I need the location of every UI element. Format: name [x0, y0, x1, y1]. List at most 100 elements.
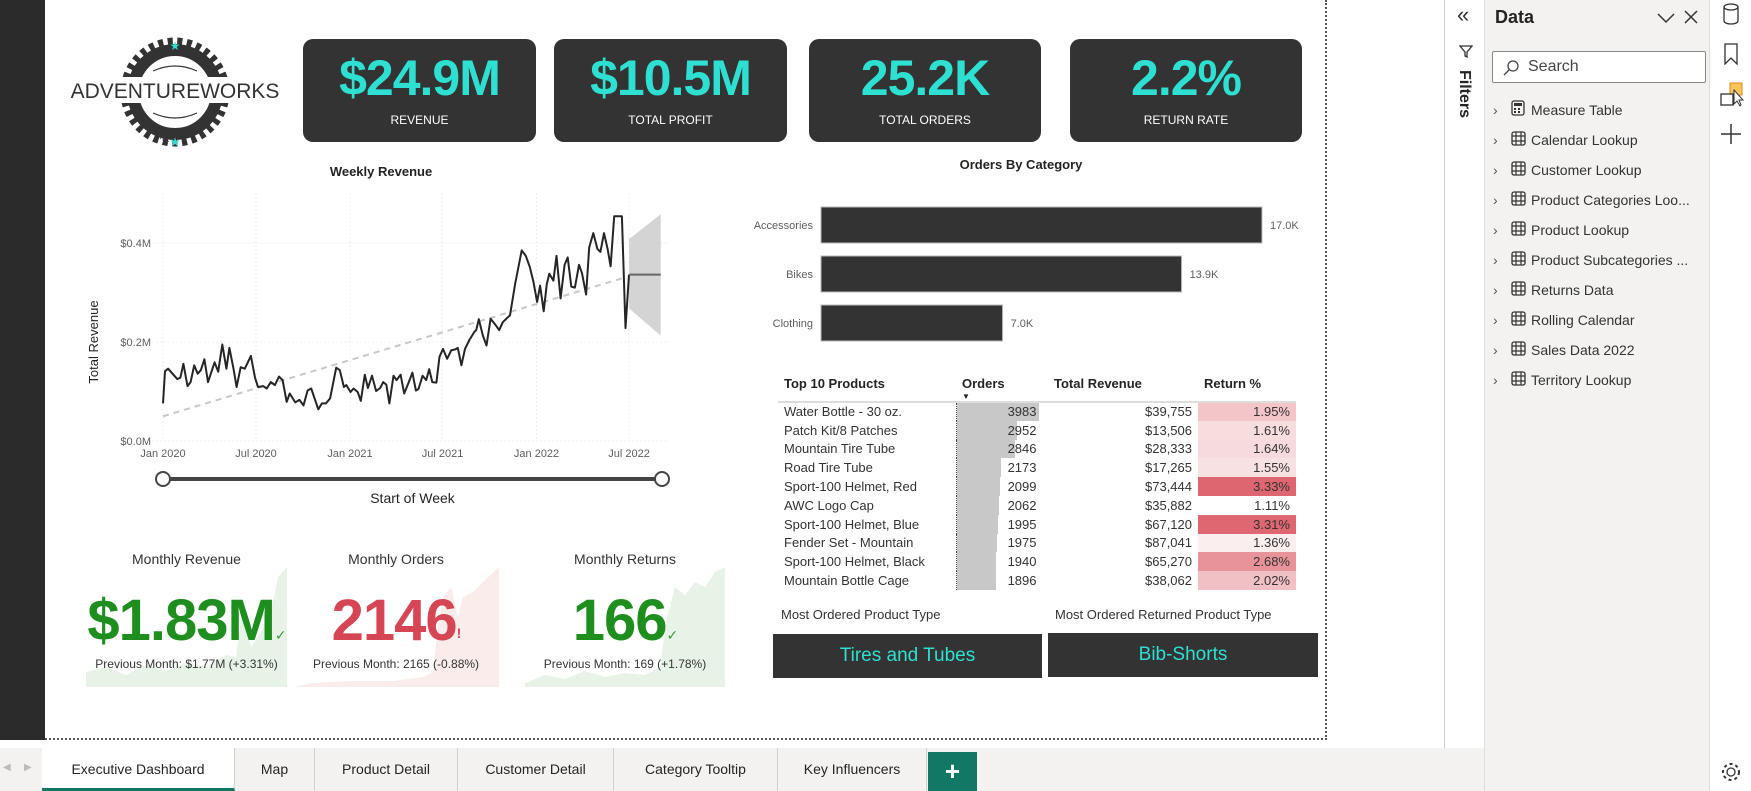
- slider-start-handle[interactable]: [155, 471, 171, 487]
- tab-key-influencers[interactable]: Key Influencers: [778, 748, 927, 791]
- bar-value-label: 17.0K: [1270, 220, 1299, 232]
- column-header-orders[interactable]: Orders ▼: [956, 372, 1048, 403]
- weekly-revenue-chart[interactable]: $0.0M $0.2M $0.4M Jan 2020 Jul 2020 Jan 2021 J…: [60, 180, 700, 520]
- table-row[interactable]: AWC Logo Cap 2062 $35,882 1.11%: [778, 495, 1296, 515]
- card-value: 2146!: [293, 591, 499, 651]
- tab-map[interactable]: Map: [235, 748, 315, 791]
- settings-gear-icon[interactable]: [1721, 762, 1741, 782]
- product-name: Water Bottle - 30 oz.: [784, 404, 903, 420]
- table-icon: [1511, 276, 1531, 305]
- data-cylinder-icon[interactable]: [1722, 3, 1740, 25]
- card-title: Monthly Orders: [348, 551, 444, 567]
- trend-line: [162, 276, 627, 418]
- expand-chevron-icon[interactable]: ›: [1493, 222, 1498, 238]
- column-header-total-revenue[interactable]: Total Revenue: [1048, 372, 1198, 403]
- revenue-value: $38,062: [1145, 573, 1192, 589]
- table-row[interactable]: Fender Set - Mountain 1975 $87,041 1.36%: [778, 533, 1296, 553]
- monthly-revenue-card[interactable]: Monthly Revenue $1.83M✓ Previous Month: …: [86, 551, 287, 687]
- table-row[interactable]: Water Bottle - 30 oz. 3983 $39,755 1.95%: [778, 402, 1296, 421]
- orders-value: 1975: [1007, 535, 1037, 551]
- tab-customer-detail[interactable]: Customer Detail: [458, 748, 614, 791]
- x-tick-label: Jul 2022: [608, 448, 650, 460]
- data-table-item[interactable]: › Rolling Calendar: [1493, 305, 1708, 335]
- product-name: Mountain Tire Tube: [784, 441, 896, 457]
- orders-cell: 2173: [955, 458, 1048, 478]
- table-row[interactable]: Sport-100 Helmet, Red 2099 $73,444 3.33%: [778, 477, 1296, 496]
- table-row[interactable]: Mountain Tire Tube 2846 $28,333 1.64%: [778, 439, 1296, 459]
- return-pct-value: 1.64%: [1198, 439, 1296, 459]
- table-icon: [1511, 306, 1531, 335]
- table-row[interactable]: Road Tire Tube 2173 $17,265 1.55%: [778, 458, 1296, 478]
- data-table-item[interactable]: › Sales Data 2022: [1493, 335, 1708, 365]
- return-pct-value: 1.36%: [1198, 533, 1296, 553]
- most-ordered-card[interactable]: Tires and Tubes: [773, 634, 1042, 678]
- kpi-value: 25.2K: [860, 50, 990, 106]
- add-page-button[interactable]: +: [928, 752, 977, 791]
- expand-chevron-icon[interactable]: ›: [1493, 162, 1498, 178]
- table-icon: [1511, 246, 1531, 275]
- scroll-left-icon[interactable]: ◀: [3, 762, 11, 773]
- orders-data-bar: [956, 571, 996, 590]
- kpi-label: TOTAL ORDERS: [879, 113, 971, 127]
- tab-category-tooltip[interactable]: Category Tooltip: [614, 748, 778, 791]
- orders-by-category-chart[interactable]: Accessories 17.0K Bikes 13.9K Clothing 7.0K: [730, 190, 1310, 350]
- expand-chevron-icon[interactable]: ›: [1493, 192, 1498, 208]
- card-value-text: $1.83M: [87, 588, 275, 653]
- expand-chevron-icon[interactable]: ›: [1493, 132, 1498, 148]
- calculator-icon: [1511, 96, 1531, 125]
- filters-pane-collapsed[interactable]: « Filters: [1444, 0, 1484, 748]
- orders-cell: 2099: [955, 477, 1048, 496]
- kpi-card-return-rate[interactable]: 2.2% RETURN RATE: [1070, 39, 1302, 142]
- orders-sparkline-area: [293, 567, 499, 687]
- table-row[interactable]: Mountain Bottle Cage 1896 $38,062 2.02%: [778, 571, 1296, 590]
- data-table-item[interactable]: › Territory Lookup: [1493, 365, 1708, 395]
- bookmark-icon[interactable]: [1724, 43, 1738, 65]
- monthly-orders-card[interactable]: Monthly Orders 2146! Previous Month: 216…: [293, 551, 499, 687]
- expand-chevron-icon[interactable]: ›: [1493, 252, 1498, 268]
- return-pct-value: 1.55%: [1198, 458, 1296, 478]
- data-table-item[interactable]: › Product Categories Loo...: [1493, 185, 1708, 215]
- expand-chevrons-icon[interactable]: «: [1457, 2, 1470, 27]
- slider-end-handle[interactable]: [654, 471, 670, 487]
- data-table-item[interactable]: › Product Subcategories ...: [1493, 245, 1708, 275]
- data-table-item[interactable]: › Returns Data: [1493, 275, 1708, 305]
- format-visual-icon[interactable]: [1720, 82, 1744, 108]
- orders-value: 2846: [1007, 441, 1037, 457]
- expand-chevron-icon[interactable]: ›: [1493, 102, 1498, 118]
- star-icon: ★: [170, 39, 181, 53]
- expand-chevron-icon[interactable]: ›: [1493, 312, 1498, 328]
- tab-product-detail[interactable]: Product Detail: [315, 748, 458, 791]
- expand-chevron-icon[interactable]: ›: [1493, 342, 1498, 358]
- search-input[interactable]: Search: [1492, 51, 1706, 83]
- kpi-card-total-orders[interactable]: 25.2K TOTAL ORDERS: [809, 39, 1041, 142]
- bar-value-label: 7.0K: [1011, 318, 1034, 330]
- x-tick-label: Jul 2021: [422, 448, 464, 460]
- data-table-item[interactable]: › Customer Lookup: [1493, 155, 1708, 185]
- column-header-product[interactable]: Top 10 Products: [778, 372, 956, 403]
- data-table-item[interactable]: › Calendar Lookup: [1493, 125, 1708, 155]
- table-row[interactable]: Sport-100 Helmet, Black 1940 $65,270 2.6…: [778, 552, 1296, 572]
- orders-cell: 1975: [955, 533, 1048, 553]
- table-row[interactable]: Sport-100 Helmet, Blue 1995 $67,120 3.31…: [778, 514, 1296, 534]
- collapse-chevron-icon[interactable]: [1657, 12, 1675, 24]
- close-icon[interactable]: [1684, 10, 1698, 24]
- orders-data-bar: [956, 495, 999, 515]
- kpi-card-revenue[interactable]: $24.9M REVENUE: [303, 39, 536, 142]
- scroll-right-icon[interactable]: ▶: [24, 762, 32, 773]
- data-table-name: Rolling Calendar: [1531, 312, 1635, 328]
- expand-chevron-icon[interactable]: ›: [1493, 372, 1498, 388]
- add-icon[interactable]: [1721, 124, 1741, 144]
- column-header-return-pct[interactable]: Return %: [1198, 372, 1296, 403]
- tab-executive-dashboard[interactable]: Executive Dashboard: [42, 748, 235, 791]
- orders-value: 2952: [1007, 422, 1037, 438]
- expand-chevron-icon[interactable]: ›: [1493, 282, 1498, 298]
- kpi-card-total-profit[interactable]: $10.5M TOTAL PROFIT: [554, 39, 787, 142]
- top-products-table[interactable]: Top 10 Products Orders ▼ Total Revenue Re…: [778, 372, 1296, 590]
- most-returned-card[interactable]: Bib-Shorts: [1048, 633, 1318, 677]
- data-table-item[interactable]: › Product Lookup: [1493, 215, 1708, 245]
- table-row[interactable]: Patch Kit/8 Patches 2952 $13,506 1.61%: [778, 420, 1296, 440]
- filters-label[interactable]: Filters: [1456, 70, 1473, 119]
- data-table-item[interactable]: › Measure Table: [1493, 95, 1708, 125]
- search-icon: [1503, 60, 1519, 76]
- monthly-returns-card[interactable]: Monthly Returns 166✓ Previous Month: 169…: [525, 551, 725, 687]
